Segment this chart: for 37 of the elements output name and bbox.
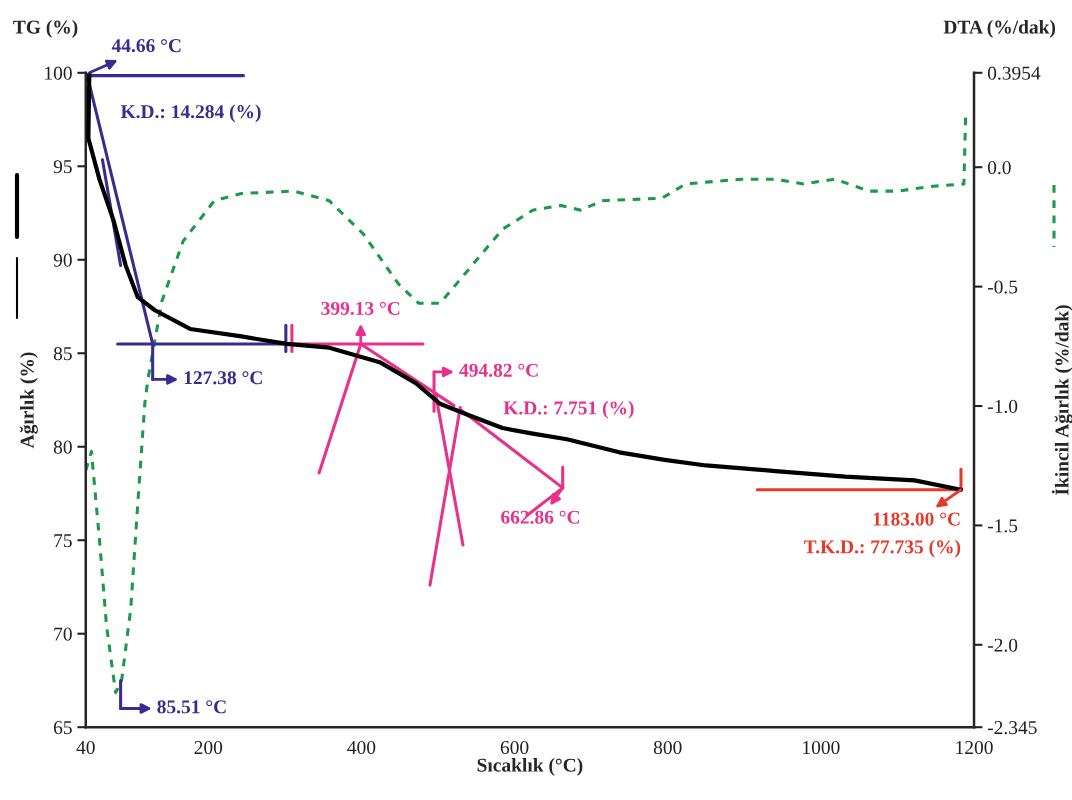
y2-tick-label: -0.5 [987,280,1018,294]
x-tick-label: 800 [653,740,682,755]
y-tick-label: 65 [53,721,72,735]
annotation: 44.66 °C [111,39,181,53]
y2-tick-label: -2.0 [987,638,1018,652]
x-tick-label: 1000 [803,740,840,755]
y2-tick-label: 0.0 [987,161,1011,175]
y2-tick-label: 0.3954 [987,66,1041,80]
x-tick-label: 600 [500,740,529,755]
annotation: 127.38 °C [184,371,262,385]
annotation: 399.13 °C [321,301,400,316]
x-tick-label: 400 [347,740,376,755]
y-axis-title: Ağırlık (%) [19,352,38,449]
y-tick-label: 100 [45,66,72,80]
annotation: T.K.D.: 77.735 (%) [803,539,961,558]
text: DTA (%/dak) [943,20,1056,38]
y-tick-label: 75 [54,534,72,548]
annotation: 494.82 °C [459,363,538,377]
y-tick-label: 85 [53,347,72,361]
text: TG (%) [13,20,78,38]
annotation: K.D.: 14.284 (%) [120,104,261,123]
y-tick-label: 80 [53,440,72,454]
x-tick-label: 1200 [956,740,993,755]
x-tick-label: 200 [194,740,223,755]
annotation: 1183.00 °C [873,512,960,526]
x-axis-title: Sıcaklık (°C) [477,758,583,776]
y2-tick-label: -1.5 [987,519,1018,533]
y-tick-label: 70 [54,627,72,641]
annotation: 85.51 °C [157,700,226,714]
y2-tick-label: -1.0 [987,399,1018,414]
annotation: K.D.: 7.751 (%) [503,400,634,419]
y2-tick-label: -2.345 [987,721,1037,735]
y2-axis-title: İkincil Ağırlık (%/dak) [1051,305,1072,495]
x-tick-label: 40 [76,740,95,755]
y-tick-label: 90 [53,253,72,267]
annotation: 662.86 °C [501,510,580,524]
y-tick-label: 95 [53,160,72,174]
